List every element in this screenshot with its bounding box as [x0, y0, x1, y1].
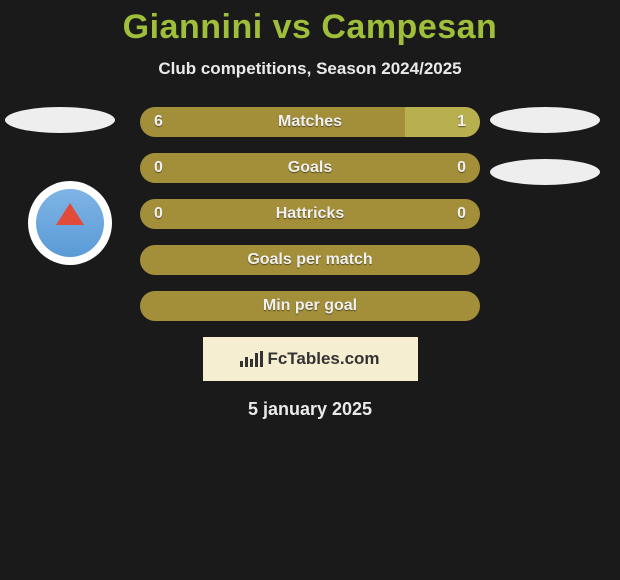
- club-badge-left: [28, 181, 112, 265]
- stat-row: Goals per match: [140, 245, 480, 275]
- stat-label: Goals: [288, 159, 332, 177]
- stat-row: 0 0 Goals: [140, 153, 480, 183]
- comparison-content: 6 1 Matches 0 0 Goals 0 0 Hattricks Goals per mat…: [0, 107, 620, 420]
- stat-value-right: 1: [457, 113, 466, 131]
- stat-value-left: 0: [154, 159, 163, 177]
- stat-row: 0 0 Hattricks: [140, 199, 480, 229]
- stat-row: Min per goal: [140, 291, 480, 321]
- stat-value-left: 6: [154, 113, 163, 131]
- stat-label: Min per goal: [263, 297, 357, 315]
- stat-label: Hattricks: [276, 205, 344, 223]
- player-placeholder-right-2: [490, 159, 600, 185]
- fctables-attribution: FcTables.com: [203, 337, 418, 381]
- stat-value-right: 0: [457, 159, 466, 177]
- stat-label: Matches: [278, 113, 342, 131]
- barchart-icon-bar: [250, 359, 253, 367]
- barchart-icon-bar: [240, 361, 243, 367]
- player-placeholder-left: [5, 107, 115, 133]
- barchart-icon-bar: [255, 353, 258, 367]
- barchart-icon: [240, 351, 263, 367]
- page-title: Giannini vs Campesan: [0, 0, 620, 47]
- stat-label: Goals per match: [247, 251, 372, 269]
- subtitle: Club competitions, Season 2024/2025: [0, 59, 620, 79]
- stat-bars: 6 1 Matches 0 0 Goals 0 0 Hattricks Goals per mat…: [140, 107, 480, 321]
- barchart-icon-bar: [245, 357, 248, 367]
- club-badge-accent-icon: [56, 203, 84, 225]
- barchart-icon-bar: [260, 351, 263, 367]
- stat-value-left: 0: [154, 205, 163, 223]
- stat-row: 6 1 Matches: [140, 107, 480, 137]
- date-label: 5 january 2025: [0, 399, 620, 420]
- player-placeholder-right-1: [490, 107, 600, 133]
- fctables-label: FcTables.com: [267, 349, 379, 369]
- stat-value-right: 0: [457, 205, 466, 223]
- stat-fill-right: [405, 107, 480, 137]
